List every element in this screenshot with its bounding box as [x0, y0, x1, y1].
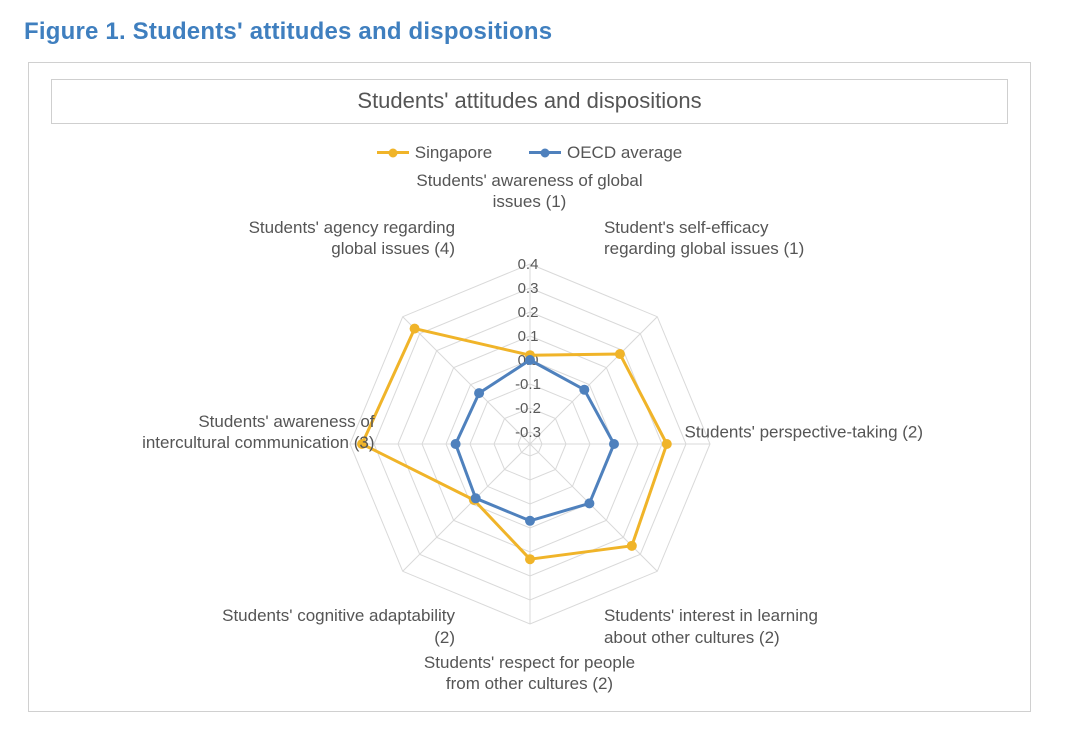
- legend-swatch-singapore: [377, 151, 409, 154]
- radar-chart: -0.3-0.2-0.10.00.10.20.30.4Students' awa…: [29, 163, 1030, 701]
- svg-text:0.2: 0.2: [517, 304, 538, 321]
- page: Figure 1. Students' attitudes and dispos…: [0, 0, 1080, 734]
- legend-item-oecd: OECD average: [529, 143, 682, 163]
- legend-label-singapore: Singapore: [415, 143, 493, 163]
- chart-title: Students' attitudes and dispositions: [51, 79, 1008, 124]
- chart-frame: Students' attitudes and dispositions Sin…: [28, 62, 1031, 712]
- radar-axis-label: Student's self-efficacy regarding global…: [604, 216, 844, 259]
- svg-text:0.3: 0.3: [517, 280, 538, 297]
- chart-legend: Singapore OECD average: [29, 139, 1030, 163]
- radar-axis-label: Students' awareness of intercultural com…: [135, 411, 375, 454]
- radar-axis-label: Students' perspective-taking (2): [685, 421, 925, 442]
- legend-item-singapore: Singapore: [377, 143, 493, 163]
- legend-swatch-oecd: [529, 151, 561, 154]
- svg-text:-0.2: -0.2: [515, 400, 541, 417]
- radar-axis-label: Students' agency regarding global issues…: [215, 216, 455, 259]
- svg-text:-0.1: -0.1: [515, 376, 541, 393]
- figure-heading: Figure 1. Students' attitudes and dispos…: [24, 18, 1056, 46]
- radar-axis-label: Students' cognitive adaptability (2): [215, 605, 455, 648]
- radar-axis-label: Students' awareness of global issues (1): [410, 170, 650, 213]
- legend-label-oecd: OECD average: [567, 143, 682, 163]
- svg-text:-0.3: -0.3: [515, 424, 541, 441]
- svg-text:0.1: 0.1: [517, 328, 538, 345]
- radar-axis-label: Students' interest in learning about oth…: [604, 605, 844, 648]
- svg-text:0.4: 0.4: [517, 256, 538, 273]
- radar-axis-label: Students' respect for people from other …: [410, 652, 650, 695]
